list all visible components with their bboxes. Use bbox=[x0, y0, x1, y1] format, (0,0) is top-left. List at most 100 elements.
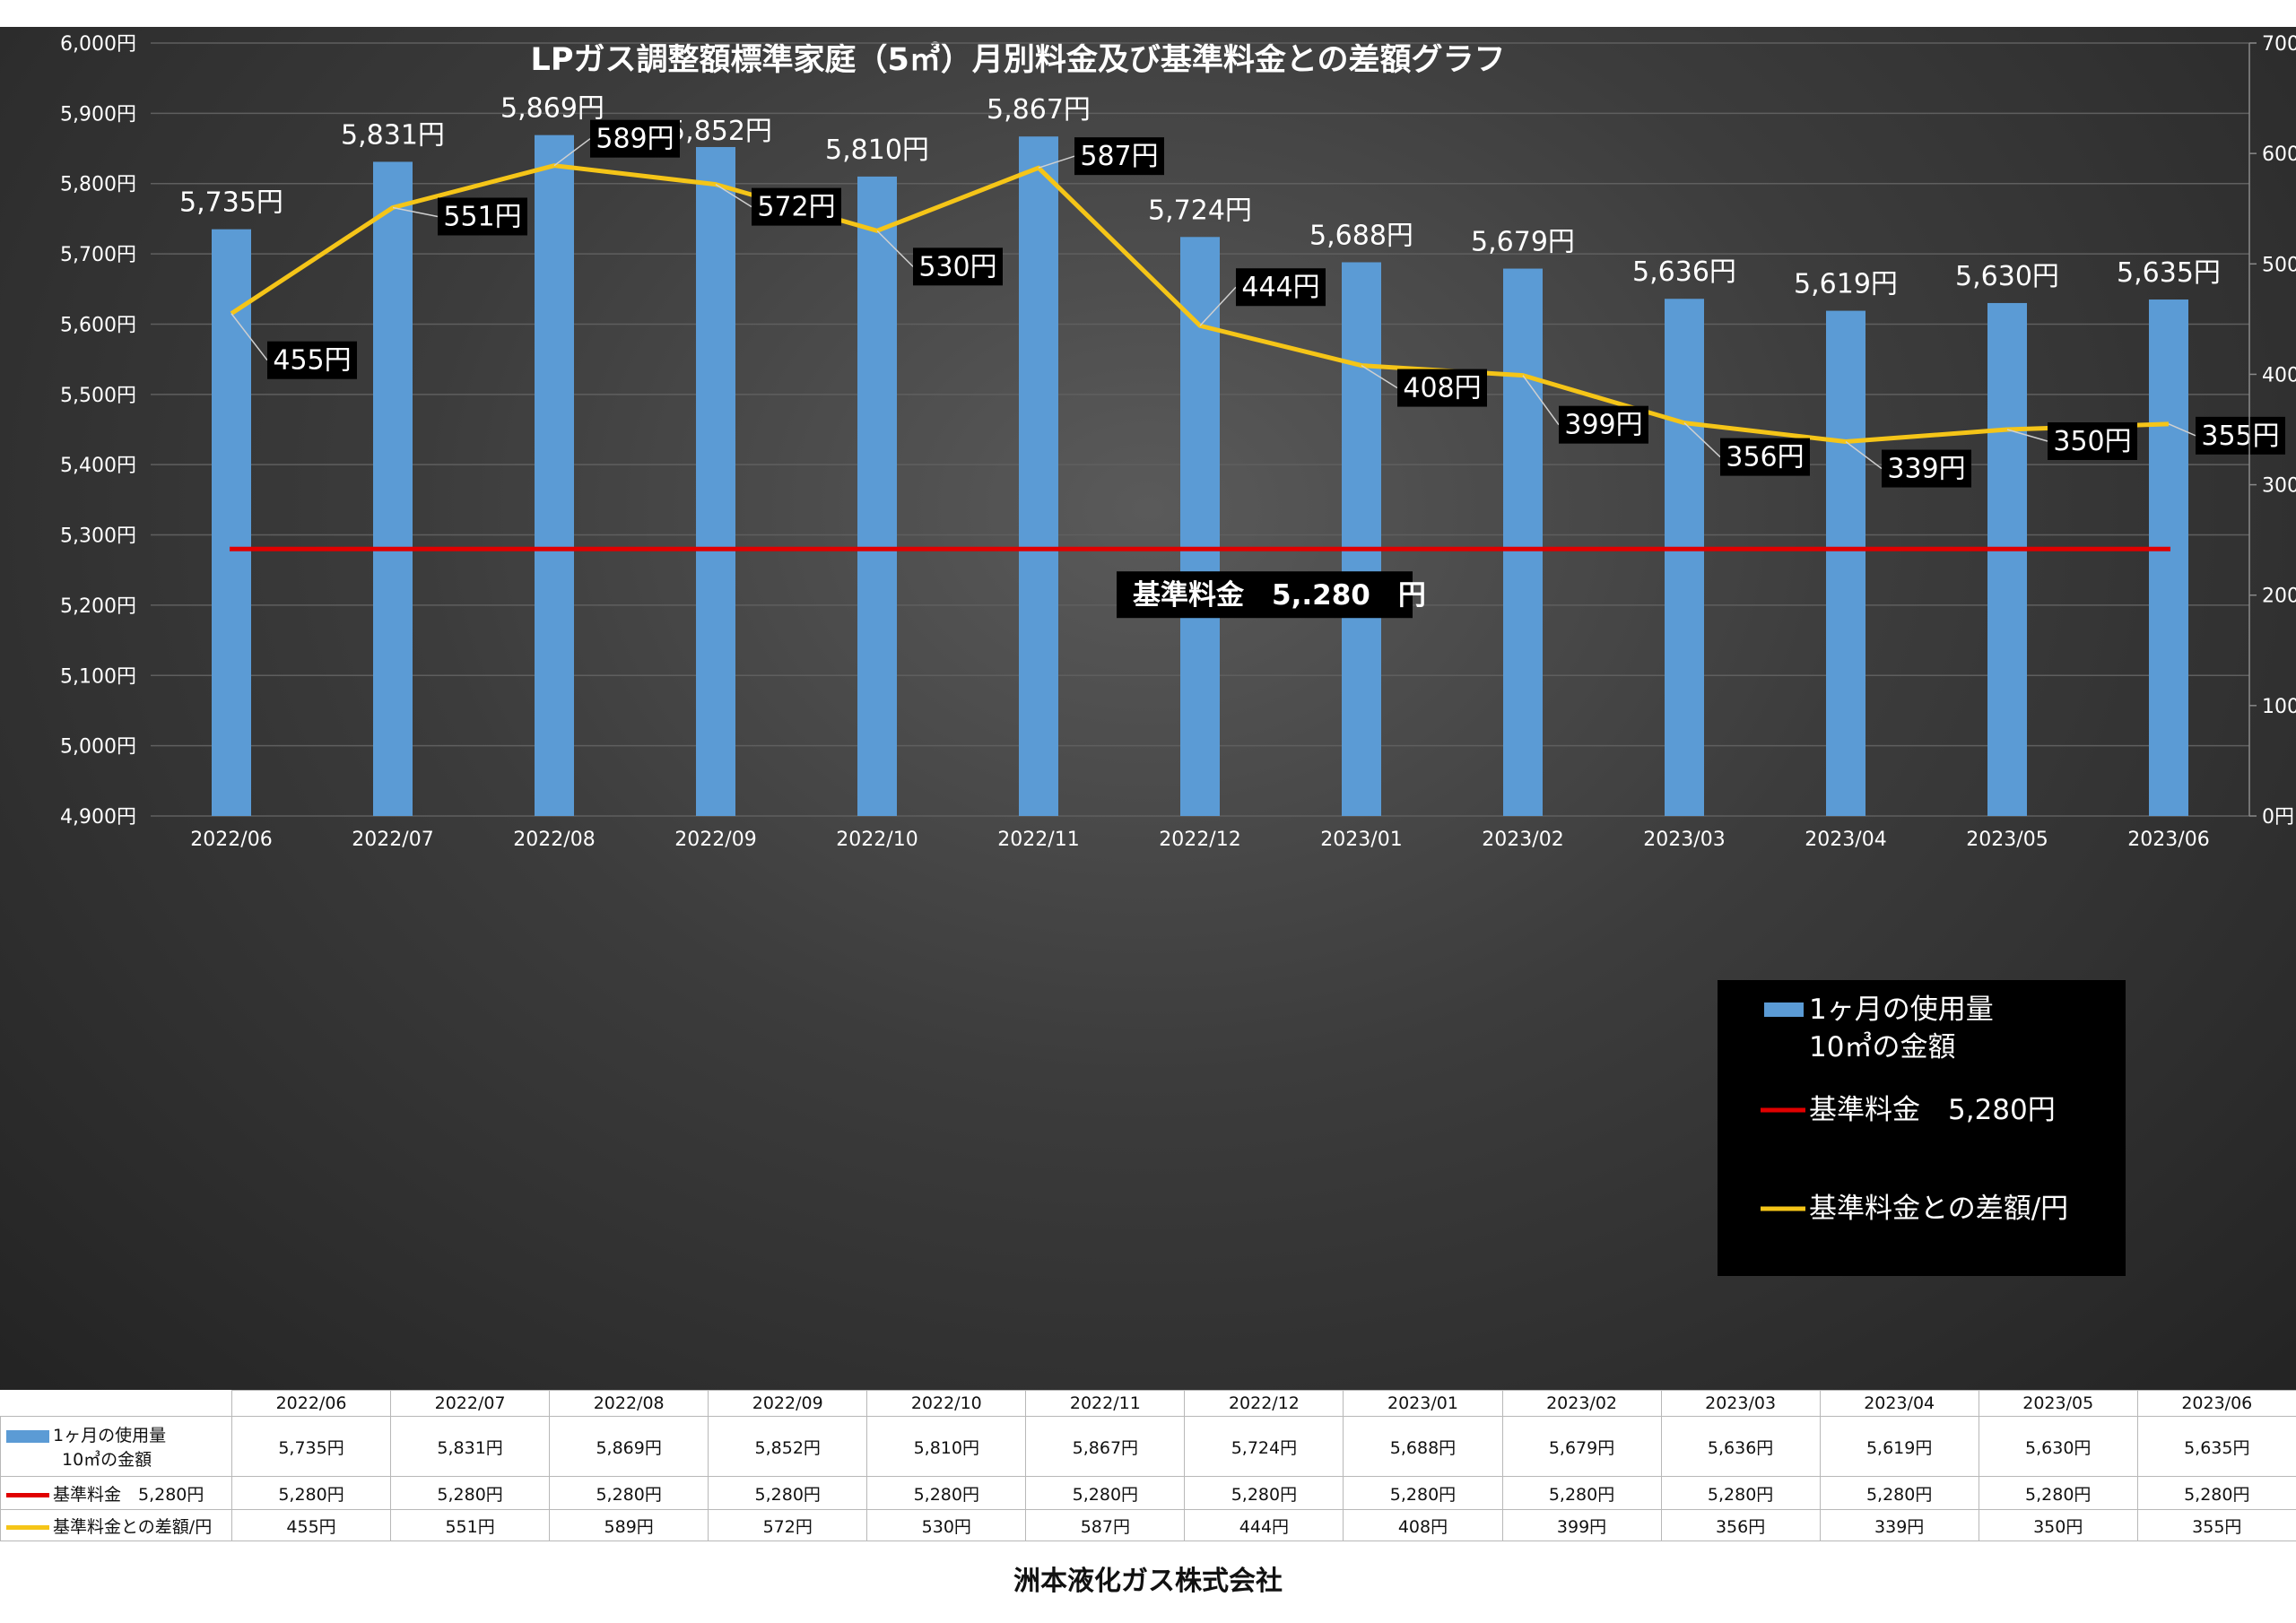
combo-chart: LPガス調整額標準家庭（5㎥）月別料金及び基準料金との差額グラフ 基準料金 5,… bbox=[60, 33, 2296, 1276]
diff-leader-line bbox=[1361, 364, 1398, 389]
diff-leader-line bbox=[2006, 429, 2048, 442]
diff-label-box bbox=[438, 197, 527, 236]
x-tick-label: 2022/06 bbox=[190, 829, 272, 851]
diff-label-box bbox=[1074, 137, 1164, 176]
table-header-cell: 2022/09 bbox=[708, 1390, 868, 1417]
bar bbox=[857, 176, 897, 816]
bar-value-label: 5,852円 bbox=[668, 116, 772, 147]
chart-panel: LPガス調整額標準家庭（5㎥）月別料金及び基準料金との差額グラフ 基準料金 5,… bbox=[0, 27, 2296, 1403]
diff-leader-line bbox=[2168, 423, 2196, 437]
table-cell: 5,280円 bbox=[1501, 1476, 1662, 1510]
table-cell: 5,280円 bbox=[390, 1476, 551, 1510]
table-cell: 5,280円 bbox=[549, 1476, 709, 1510]
table-cell: 5,867円 bbox=[1025, 1416, 1186, 1477]
table-cell: 5,635円 bbox=[2136, 1416, 2296, 1477]
y-right-tick-label: 100円 bbox=[2262, 696, 2296, 718]
bar-value-label: 5,724円 bbox=[1148, 195, 1252, 226]
diff-value-label: 589円 bbox=[596, 124, 674, 155]
rowhead-text: 基準料金との差額/円 bbox=[53, 1516, 213, 1537]
table-cell: 5,280円 bbox=[1660, 1476, 1821, 1510]
x-tick-label: 2023/01 bbox=[1320, 829, 1402, 851]
table-cell: 5,280円 bbox=[1978, 1476, 2138, 1510]
x-tick-label: 2022/07 bbox=[352, 829, 433, 851]
y-left-tick-label: 5,200円 bbox=[60, 595, 136, 618]
table-cell: 5,280円 bbox=[1819, 1476, 1979, 1510]
diff-value-label: 455円 bbox=[273, 345, 351, 377]
table-cell: 5,280円 bbox=[230, 1476, 392, 1510]
table-cell: 530円 bbox=[866, 1509, 1027, 1541]
y-left-tick-label: 5,700円 bbox=[60, 244, 136, 266]
table-header-cell: 2022/08 bbox=[549, 1390, 709, 1417]
diff-leader-line bbox=[392, 206, 439, 218]
diff-value-label: 355円 bbox=[2201, 421, 2279, 452]
diff-value-label: 339円 bbox=[1887, 454, 1965, 485]
diff-value-label: 356円 bbox=[1726, 442, 1804, 473]
table-header-cell: 2022/12 bbox=[1184, 1390, 1344, 1417]
diff-label-box bbox=[590, 119, 680, 158]
legend-label-diff: 基準料金との差額/円 bbox=[1809, 1193, 2068, 1225]
table-cell: 5,636円 bbox=[1660, 1416, 1821, 1477]
table-corner bbox=[0, 1390, 232, 1417]
y-left-tick-label: 5,000円 bbox=[60, 736, 136, 759]
bar bbox=[2149, 299, 2188, 816]
y-left-tick-label: 5,800円 bbox=[60, 174, 136, 196]
bar bbox=[1019, 136, 1058, 816]
y-right-tick-label: 200円 bbox=[2262, 586, 2296, 608]
table-header-cell: 2023/02 bbox=[1501, 1390, 1662, 1417]
table-cell: 5,280円 bbox=[708, 1476, 868, 1510]
diff-value-label: 408円 bbox=[1403, 373, 1481, 404]
table-cell: 399円 bbox=[1501, 1509, 1662, 1541]
table-cell: 444円 bbox=[1184, 1509, 1344, 1541]
table-cell: 572円 bbox=[708, 1509, 868, 1541]
legend-box bbox=[1718, 980, 2126, 1276]
y-left-tick-label: 5,900円 bbox=[60, 103, 136, 126]
table-cell: 339円 bbox=[1819, 1509, 1979, 1541]
table-header-cell: 2022/06 bbox=[230, 1390, 392, 1417]
yellow-line-swatch-icon bbox=[6, 1524, 49, 1530]
base-price-annotation-box bbox=[1117, 571, 1413, 619]
x-tick-label: 2023/02 bbox=[1482, 829, 1563, 851]
table-cell: 5,280円 bbox=[866, 1476, 1027, 1510]
diff-leader-line bbox=[230, 313, 268, 361]
bar-value-label: 5,635円 bbox=[2117, 257, 2221, 289]
table-header-cell: 2022/10 bbox=[866, 1390, 1027, 1417]
diff-label-box bbox=[1720, 438, 1810, 476]
data-table: 2022/06 2022/07 2022/08 2022/09 2022/10 2022/… bbox=[0, 1390, 2296, 1541]
diff-leader-line bbox=[1683, 422, 1721, 458]
diff-label-box bbox=[2048, 422, 2137, 460]
legend-label-base: 基準料金 5,280円 bbox=[1809, 1094, 2056, 1126]
legend-label-usage-line2: 10㎥の金額 bbox=[1809, 1031, 1955, 1063]
table-cell: 5,280円 bbox=[1025, 1476, 1186, 1510]
table-cell: 455円 bbox=[230, 1509, 392, 1541]
table-header-cell: 2023/05 bbox=[1978, 1390, 2138, 1417]
diff-label-box bbox=[1559, 405, 1648, 444]
table-cell: 589円 bbox=[549, 1509, 709, 1541]
bar-swatch-icon bbox=[6, 1429, 49, 1443]
legend-label-usage: 1ヶ月の使用量 bbox=[1809, 994, 1994, 1026]
red-line-swatch-icon bbox=[6, 1492, 49, 1497]
bar-value-label: 5,619円 bbox=[1794, 269, 1898, 300]
company-footer: 洲本液化ガス株式会社 bbox=[1013, 1566, 1283, 1597]
table-cell: 355円 bbox=[2136, 1509, 2296, 1541]
diff-value-label: 572円 bbox=[757, 192, 835, 223]
table-rowhead-diff: 基準料金との差額/円 bbox=[0, 1509, 232, 1541]
diff-value-label: 530円 bbox=[918, 251, 996, 282]
y-right-tick-label: 0円 bbox=[2262, 806, 2294, 829]
diff-label-box bbox=[913, 247, 1003, 286]
table-cell: 356円 bbox=[1660, 1509, 1821, 1541]
table-cell: 5,810円 bbox=[866, 1416, 1027, 1477]
bar-value-label: 5,688円 bbox=[1309, 220, 1413, 251]
bar-value-label: 5,810円 bbox=[825, 135, 929, 166]
table-cell: 5,869円 bbox=[549, 1416, 709, 1477]
table-cell: 5,831円 bbox=[390, 1416, 551, 1477]
bar bbox=[1665, 299, 1704, 816]
diff-leader-line bbox=[1199, 286, 1237, 326]
bar bbox=[373, 161, 413, 816]
diff-label-box bbox=[267, 341, 357, 379]
table-cell: 5,619円 bbox=[1819, 1416, 1979, 1477]
bar bbox=[1180, 237, 1220, 816]
bar bbox=[1342, 262, 1381, 817]
x-tick-label: 2022/11 bbox=[997, 829, 1079, 851]
bar-value-label: 5,831円 bbox=[341, 119, 445, 151]
diff-label-box bbox=[1397, 369, 1487, 407]
